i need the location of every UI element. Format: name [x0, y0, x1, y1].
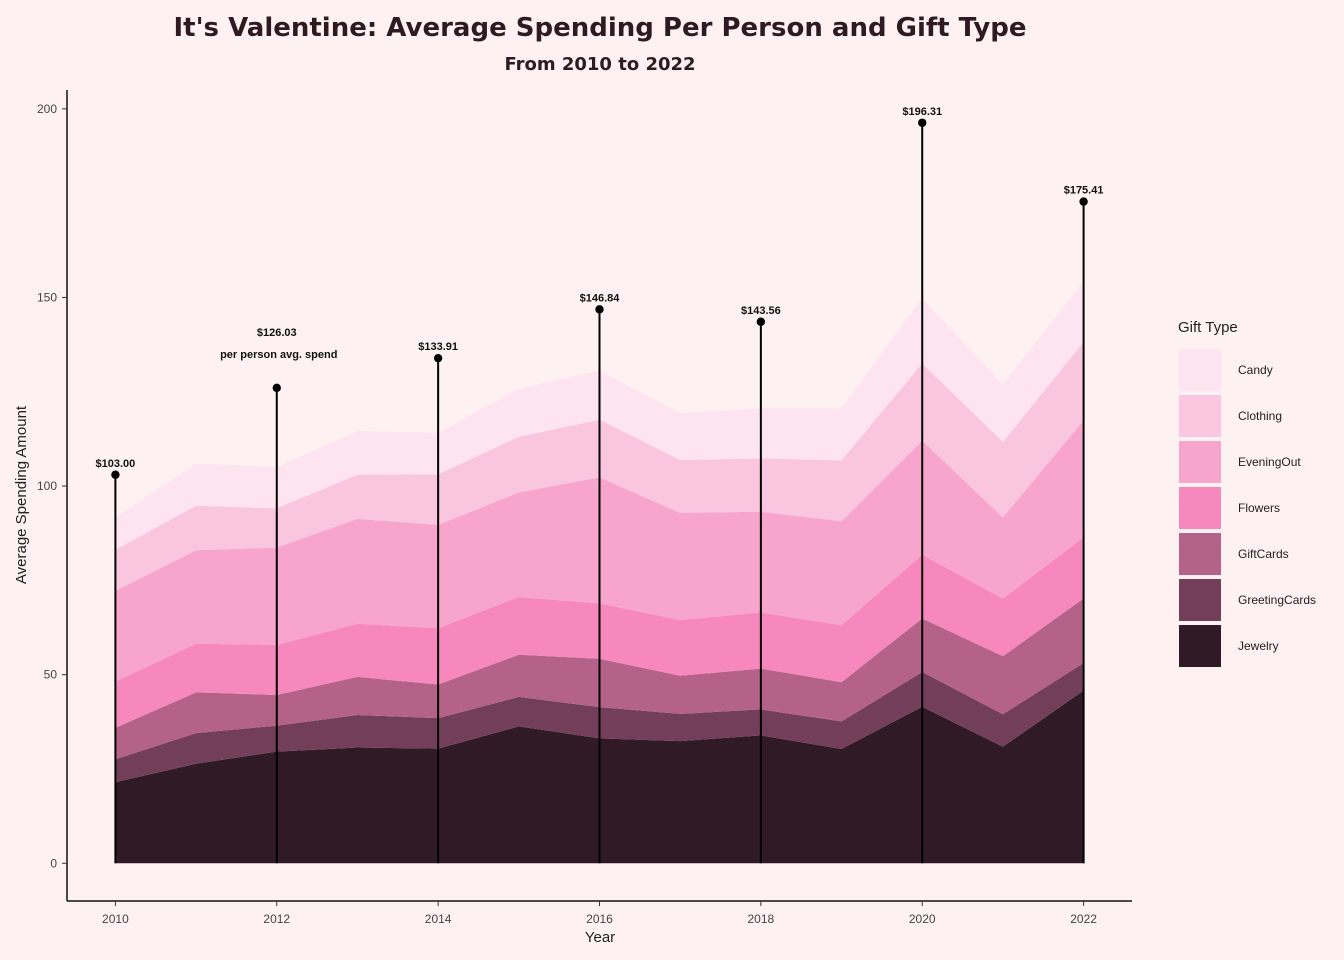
y-tick-label: 50 — [44, 668, 58, 682]
x-tick-label: 2022 — [1070, 912, 1097, 926]
data-label: $175.41 — [1064, 185, 1104, 197]
legend-item-label: GiftCards — [1238, 547, 1289, 561]
x-tick-label: 2018 — [748, 912, 775, 926]
data-label: $146.84 — [580, 292, 621, 304]
y-tick-label: 100 — [37, 479, 57, 493]
x-tick-label: 2010 — [102, 912, 129, 926]
chart-subtitle: From 2010 to 2022 — [504, 54, 695, 75]
legend-title: Gift Type — [1178, 319, 1238, 336]
legend-swatch — [1179, 625, 1221, 667]
legend-item-label: Candy — [1238, 363, 1273, 377]
data-label: $196.31 — [902, 106, 942, 118]
lollipop-point — [433, 353, 443, 363]
legend-item-label: Flowers — [1238, 501, 1280, 515]
legend-item-label: Jewelry — [1238, 639, 1279, 653]
data-label: $126.03 — [257, 327, 297, 339]
legend-swatch — [1179, 579, 1221, 621]
legend-swatch — [1179, 395, 1221, 437]
lollipop-point — [756, 317, 766, 326]
y-axis-label: Average Spending Amount — [13, 405, 30, 584]
legend-item-label: Clothing — [1238, 409, 1282, 423]
legend: Gift Type Candy Clothing EveningOut Flowers… — [1178, 319, 1316, 667]
lollipops: $103.00 $126.03 per person avg. spend $133.… — [96, 106, 1104, 864]
legend-swatch — [1179, 487, 1221, 529]
lollipop-point — [111, 470, 120, 479]
data-label: $143.56 — [741, 305, 781, 317]
legend-swatch — [1179, 349, 1221, 391]
y-tick-label: 0 — [50, 856, 57, 870]
x-tick-label: 2014 — [425, 912, 452, 926]
axis-ticks: 0 50 100 150 200 2010 2012 2014 2016 2018 2020 2022 — [37, 102, 1097, 926]
y-tick-label: 200 — [37, 102, 57, 116]
legend-swatch — [1179, 533, 1221, 575]
lollipop-point — [272, 383, 281, 393]
lollipop-point — [918, 118, 927, 127]
data-label: $103.00 — [96, 458, 136, 470]
x-tick-label: 2020 — [909, 912, 936, 926]
data-annotation: per person avg. spend — [220, 349, 337, 361]
chart-title: It's Valentine: Average Spending Per Per… — [173, 13, 1026, 43]
x-tick-label: 2016 — [586, 912, 613, 926]
y-tick-label: 150 — [37, 290, 57, 304]
data-label: $133.91 — [418, 341, 458, 353]
legend-swatch — [1179, 441, 1221, 483]
lollipop-point — [1079, 197, 1088, 206]
lollipop-point — [595, 305, 604, 314]
x-axis-label: Year — [585, 929, 615, 946]
x-tick-label: 2012 — [263, 912, 290, 926]
legend-item-label: GreetingCards — [1238, 593, 1316, 607]
legend-item-label: EveningOut — [1238, 455, 1301, 469]
